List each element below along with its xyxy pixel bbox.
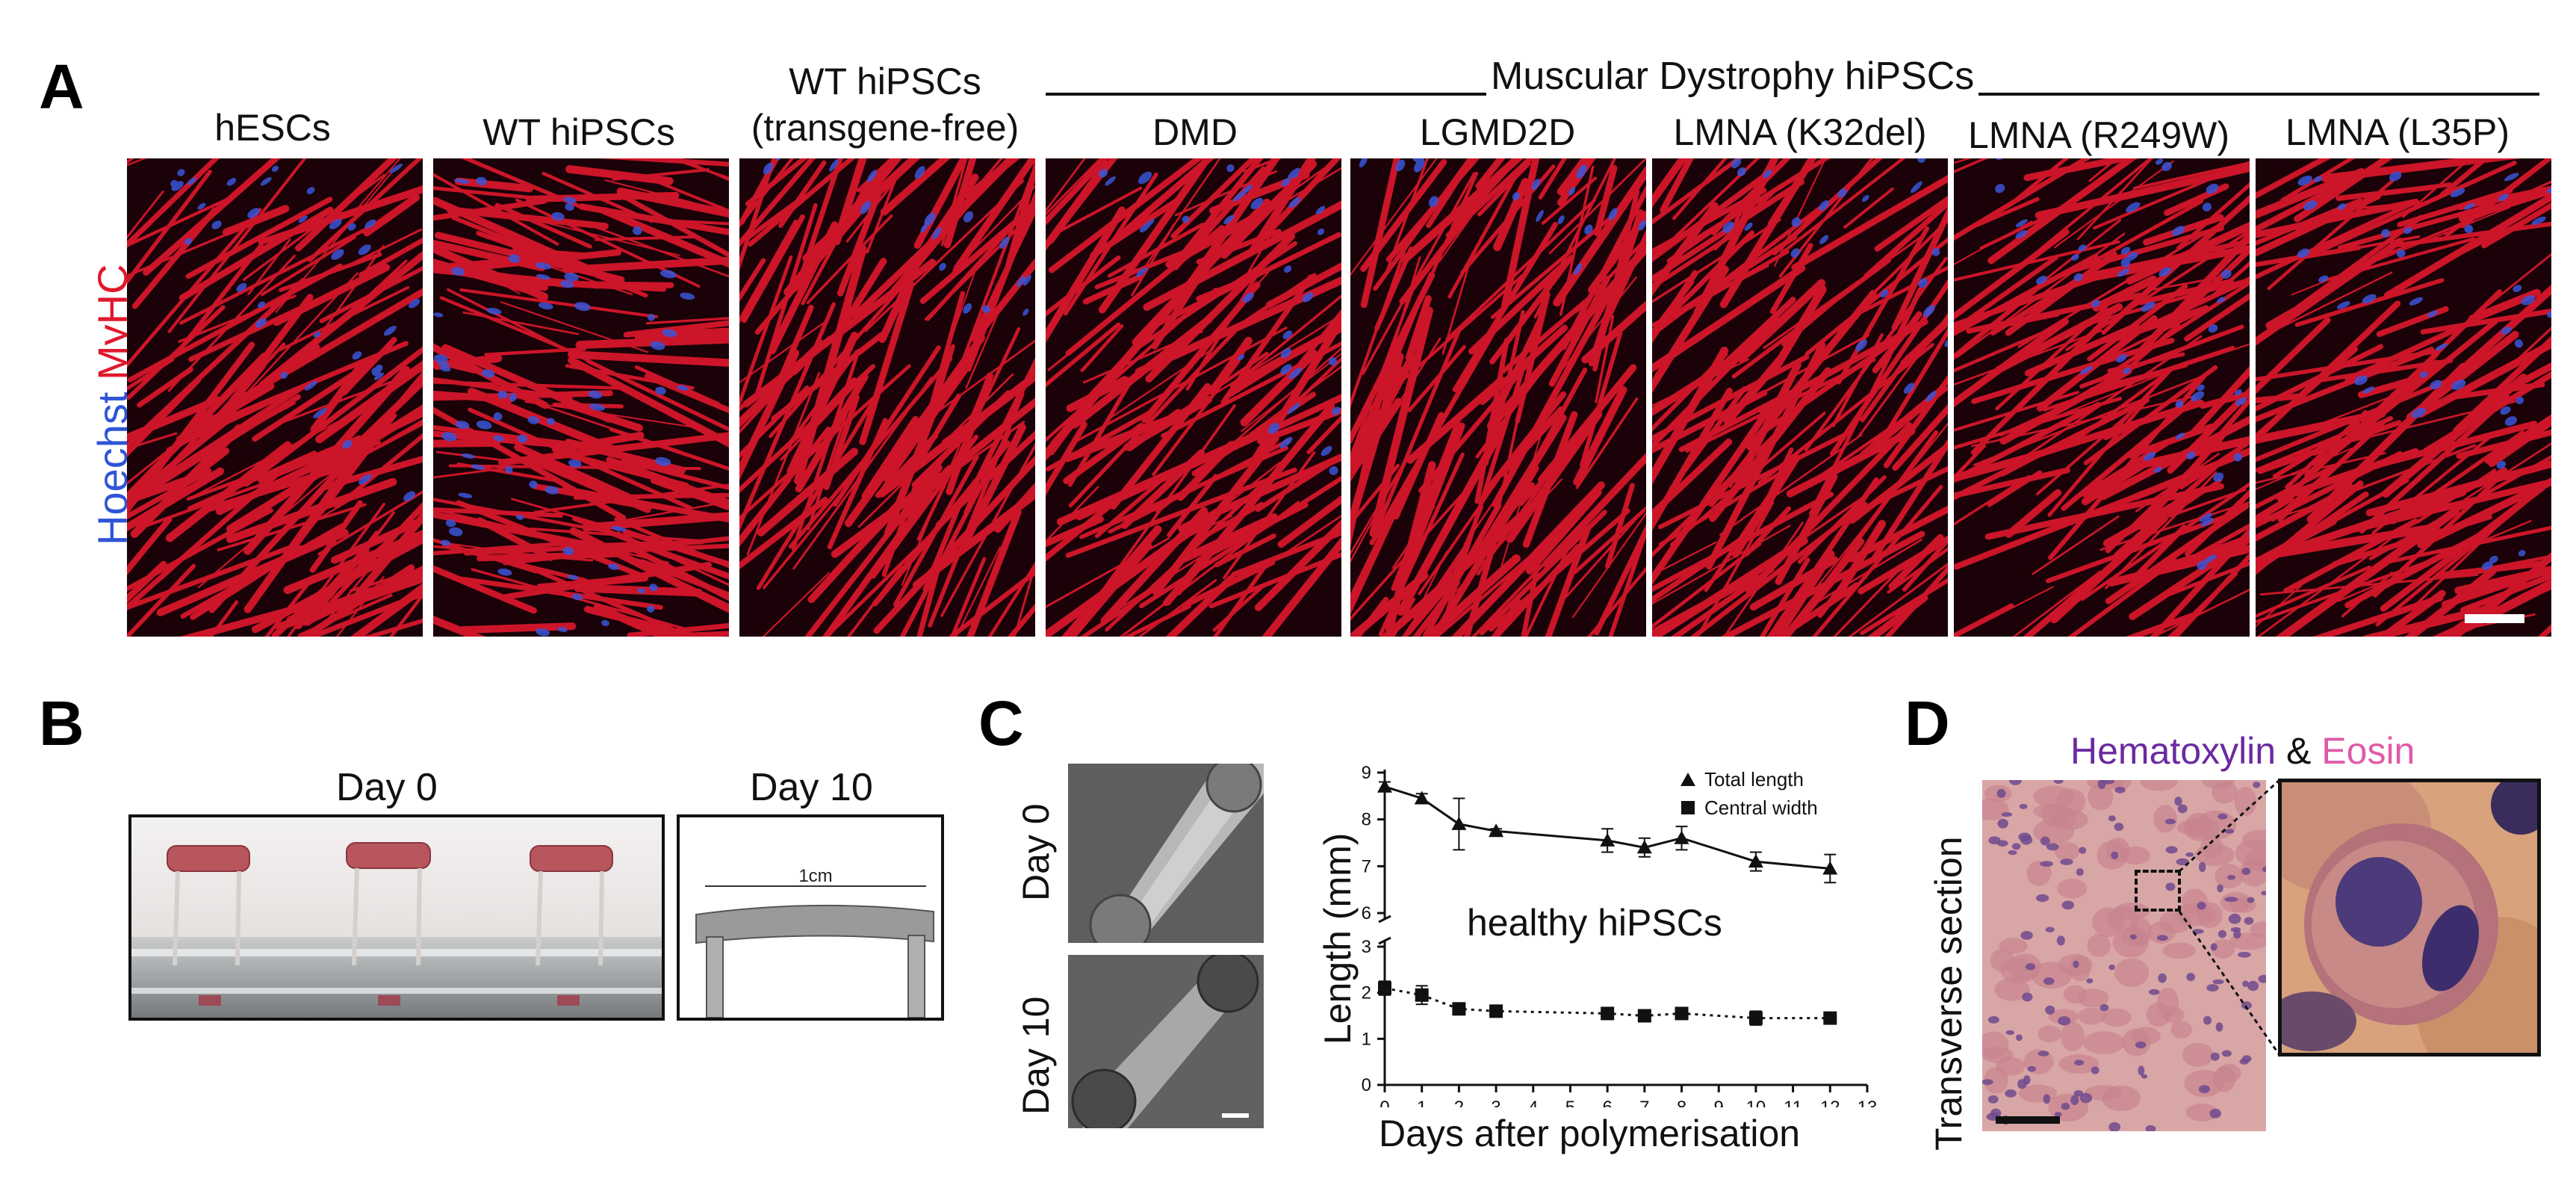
he-section-image	[1982, 780, 2266, 1131]
x-tick-label: 7	[1639, 1098, 1649, 1107]
scale-label-1cm: 1cm	[798, 866, 832, 886]
micrograph-wt-hipscs-transgene-free	[739, 158, 1035, 637]
data-point	[1489, 1004, 1503, 1018]
y-tick-label: 1	[1362, 1029, 1371, 1049]
data-point	[1378, 981, 1391, 995]
axes	[1378, 770, 1867, 1086]
data-point	[1377, 779, 1392, 793]
data-point	[1748, 854, 1763, 868]
transverse-section-label: Transverse section	[1928, 836, 1970, 1151]
x-tick-label: 11	[1784, 1098, 1802, 1107]
line-chart: 01234567891011121367890123Total lengthCe…	[1362, 763, 1878, 1107]
column-title-dmd: DMD	[1152, 111, 1238, 153]
column-title-wt-hipscs-transgene-free: WT hiPSCs (transgene-free)	[732, 58, 1038, 151]
photo-day10-bundle	[1068, 955, 1264, 1128]
x-tick-label: 2	[1454, 1098, 1464, 1107]
legend-marker	[1680, 773, 1695, 786]
y-tick-label: 7	[1362, 856, 1371, 876]
column-title-wt-hipscs: WT hiPSCs	[482, 111, 675, 153]
micrograph-lmna-l35p	[2256, 158, 2551, 637]
series-total-length	[1377, 779, 1838, 884]
data-point	[1675, 1006, 1689, 1021]
image-label-day10: Day 10	[1015, 996, 1057, 1115]
column-title-lmna-l35p: LMNA (L35P)	[2285, 111, 2510, 153]
axis-break-mark	[1378, 915, 1391, 924]
data-point	[1823, 1011, 1837, 1025]
x-tick-label: 3	[1491, 1098, 1500, 1107]
panel-label-d: D	[1905, 688, 1950, 758]
stain-title: Hematoxylin & Eosin	[2070, 729, 2415, 773]
title-hematoxylin: Hematoxylin	[2070, 730, 2276, 772]
x-tick-label: 5	[1565, 1098, 1575, 1107]
legend: Total length Central width	[1680, 768, 1818, 819]
legend-label: Total length	[1704, 768, 1804, 791]
micrograph-lmna-r249w	[1954, 158, 2250, 637]
y-tick-label: 9	[1362, 763, 1371, 783]
data-point	[1600, 832, 1616, 847]
micrograph-dmd	[1046, 158, 1341, 637]
data-point	[1452, 1002, 1466, 1016]
y-tick-label: 8	[1362, 810, 1371, 830]
scale-bar-a	[2465, 614, 2524, 623]
x-tick-label: 13	[1857, 1098, 1878, 1107]
title-eosin: Eosin	[2321, 730, 2415, 772]
micrograph-lgmd2d	[1350, 158, 1646, 637]
data-point	[1637, 1009, 1651, 1023]
panel-label-c: C	[978, 688, 1024, 758]
y-tick-label: 0	[1362, 1075, 1371, 1095]
column-title-line1: WT hiPSCs	[789, 61, 981, 102]
data-point	[1601, 1006, 1615, 1021]
photo-day0-bundle	[1068, 764, 1264, 943]
column-title-hescs: hESCs	[214, 107, 331, 149]
column-title-line2: (transgene-free)	[751, 107, 1019, 149]
zoom-box	[2135, 870, 2181, 912]
x-tick-label: 10	[1746, 1098, 1766, 1107]
column-title-lgmd2d: LGMD2D	[1419, 111, 1576, 153]
data-point	[1636, 840, 1652, 854]
he-zoom-image	[2278, 779, 2541, 1057]
y-tick-label: 6	[1362, 903, 1371, 924]
micrograph-hescs	[127, 158, 423, 637]
x-axis-label: Days after polymerisation	[1379, 1113, 1801, 1154]
micrograph-wt-hipscs	[433, 158, 729, 637]
x-tick-label: 6	[1602, 1098, 1612, 1107]
group-title: Muscular Dystrophy hiPSCs	[1486, 54, 1979, 99]
x-tick-label: 4	[1528, 1098, 1538, 1107]
photo-day10-construct: 1cm	[677, 814, 944, 1021]
day0-label: Day 0	[336, 766, 438, 809]
data-point	[1414, 791, 1430, 805]
scale-bar-d	[1996, 1116, 2060, 1124]
photo-day0-rig	[128, 814, 665, 1021]
micrograph-lmna-k32del	[1652, 158, 1948, 637]
legend-label: Central width	[1704, 796, 1818, 819]
x-tick-label: 12	[1820, 1098, 1840, 1107]
data-point	[1415, 988, 1429, 1002]
column-title-lmna-r249w: LMNA (R249W)	[1967, 114, 2230, 156]
data-point	[1674, 830, 1689, 844]
legend-marker	[1681, 801, 1695, 814]
panel-label-a: A	[39, 52, 84, 122]
title-amp: &	[2286, 730, 2312, 772]
x-tick-label: 9	[1714, 1098, 1724, 1107]
data-point	[1822, 861, 1838, 875]
column-title-lmna-k32del: LMNA (K32del)	[1673, 111, 1927, 153]
data-point	[1489, 823, 1504, 838]
data-point	[1748, 1011, 1763, 1025]
x-tick-label: 0	[1379, 1098, 1389, 1107]
y-tick-label: 3	[1362, 937, 1371, 957]
y-tick-label: 2	[1362, 983, 1371, 1003]
chart-annotation: healthy hiPSCs	[1467, 902, 1722, 944]
day10-label: Day 10	[750, 766, 873, 809]
panel-label-b: B	[39, 688, 84, 758]
x-tick-label: 8	[1677, 1098, 1686, 1107]
data-point	[1451, 816, 1467, 830]
image-label-day0: Day 0	[1015, 803, 1057, 901]
x-tick-label: 1	[1417, 1098, 1427, 1107]
zoom-connectors	[2178, 779, 2281, 1056]
axis-break-mark	[1378, 936, 1391, 945]
series-central-width	[1378, 980, 1837, 1026]
